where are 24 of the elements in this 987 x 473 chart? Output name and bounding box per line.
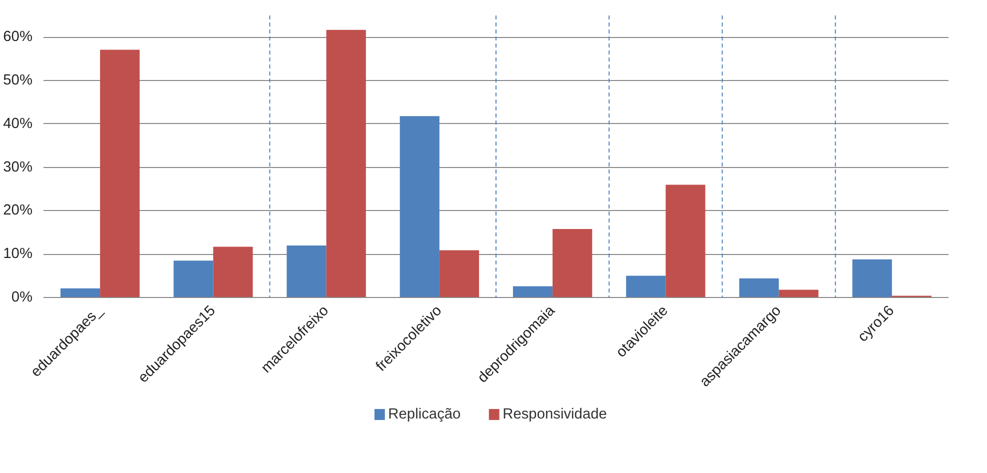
y-tick-label: 40% [3, 116, 33, 132]
y-tick-label: 60% [3, 29, 33, 46]
bar [174, 260, 214, 298]
bar [512, 286, 553, 298]
y-tick-label: 30% [3, 159, 33, 176]
bar [739, 278, 779, 298]
bar [666, 184, 706, 298]
y-tick-label: 20% [3, 202, 33, 219]
bar [286, 245, 326, 298]
y-tick-label: 0% [11, 290, 33, 306]
y-tick-label: 50% [3, 72, 33, 89]
bar [852, 259, 892, 298]
bar [326, 30, 366, 298]
bar [60, 288, 100, 298]
bar [100, 50, 140, 298]
bar [213, 246, 253, 298]
bar [552, 228, 592, 298]
bar [439, 250, 480, 298]
y-tick-label: 10% [3, 246, 33, 262]
bar [400, 116, 440, 298]
bar [626, 276, 666, 298]
bar [778, 290, 818, 298]
legend-label: Responsividade [502, 406, 607, 422]
legend-label: Replicação [388, 406, 461, 422]
